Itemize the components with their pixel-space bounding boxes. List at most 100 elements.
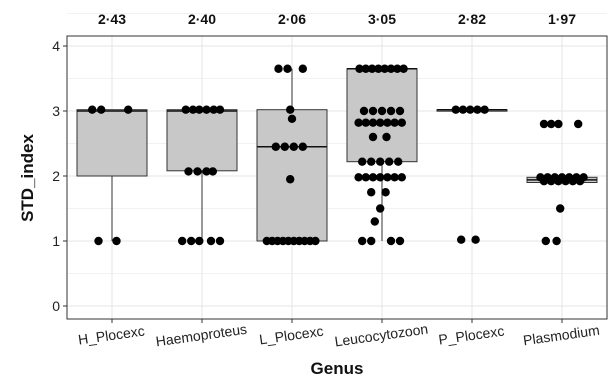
data-point [274,64,283,73]
data-point [393,64,402,73]
box-iqr [346,68,418,163]
data-point [390,118,399,127]
data-point [358,236,367,246]
data-point [202,105,211,114]
data-point [381,188,390,197]
data-point [370,217,379,226]
box-L_Plocexc [256,68,328,242]
annotation-label: 1·97 [548,11,576,27]
data-point [547,119,556,129]
data-point [354,118,363,127]
data-point [457,235,466,244]
data-point [539,177,549,186]
data-point [382,132,391,142]
data-point [458,105,468,114]
data-point [287,114,297,124]
data-point [206,236,216,246]
data-points [88,64,588,246]
data-point [395,236,405,246]
data-point [94,236,103,246]
data-point [385,157,394,166]
boxes [76,68,598,242]
data-point [367,157,376,166]
data-point [377,106,387,116]
box-Haemoproteus [166,109,238,241]
data-point [376,173,385,182]
y-tick-label: 3 [52,103,60,119]
data-point [202,167,211,176]
annotation-label: 2·40 [188,11,216,27]
data-point [298,142,307,151]
data-point [187,236,196,246]
data-point [380,64,389,73]
data-point [473,105,482,114]
data-point [355,64,364,73]
data-point [395,106,405,116]
plot-panel-border [66,35,608,320]
y-axis-title: STD_index [18,134,37,222]
data-point [178,236,187,246]
data-point [283,64,292,73]
data-point [376,204,385,213]
data-point [195,236,204,246]
annotation-label: 2·43 [98,11,126,27]
data-point [374,64,383,73]
data-point [88,105,97,114]
data-point [280,142,289,151]
data-point [376,118,385,127]
data-point [354,173,363,182]
data-point [209,105,218,114]
data-point [561,177,570,186]
annotations: 2·43 2·40 2·06 3·05 2·82 1·97 [98,11,576,27]
data-point [451,105,460,114]
y-tick-label: 1 [52,233,60,249]
data-point [471,235,480,244]
data-point [547,177,556,186]
data-point [575,177,585,186]
data-point [568,177,577,186]
box-iqr [256,109,328,242]
data-point [184,167,193,176]
y-axis-ticks: 0 1 2 3 4 [52,38,67,314]
data-point [208,167,217,176]
data-point [383,173,392,182]
data-point [480,105,489,114]
data-point [386,106,396,116]
data-point [97,105,106,114]
data-point [311,236,320,246]
annotation-label: 2·06 [278,11,306,27]
data-point [286,175,295,184]
y-tick-label: 2 [52,168,60,184]
data-point [368,173,378,182]
data-point [215,105,225,114]
data-point [368,132,378,142]
data-point [399,64,408,73]
data-point [397,173,406,182]
data-point [188,105,198,114]
data-point [271,142,280,151]
data-point [361,173,370,182]
data-point [286,105,295,114]
data-point [181,105,190,114]
box-iqr [166,109,238,172]
data-point [397,118,406,127]
data-point [539,119,549,129]
data-point [112,236,121,246]
data-point [554,119,563,129]
data-point [368,118,378,127]
data-point [394,157,403,166]
data-point [195,105,204,114]
data-point [574,119,583,129]
annotation-label: 2·82 [458,11,486,27]
data-point [359,106,369,116]
data-point [466,105,475,114]
data-point [386,236,396,246]
data-point [386,64,396,73]
y-tick-label: 0 [52,298,60,314]
box-iqr [76,109,148,177]
x-axis-title: Genus [311,359,364,378]
data-point [358,157,367,166]
annotation-label: 3·05 [368,11,396,27]
data-point [383,118,392,127]
